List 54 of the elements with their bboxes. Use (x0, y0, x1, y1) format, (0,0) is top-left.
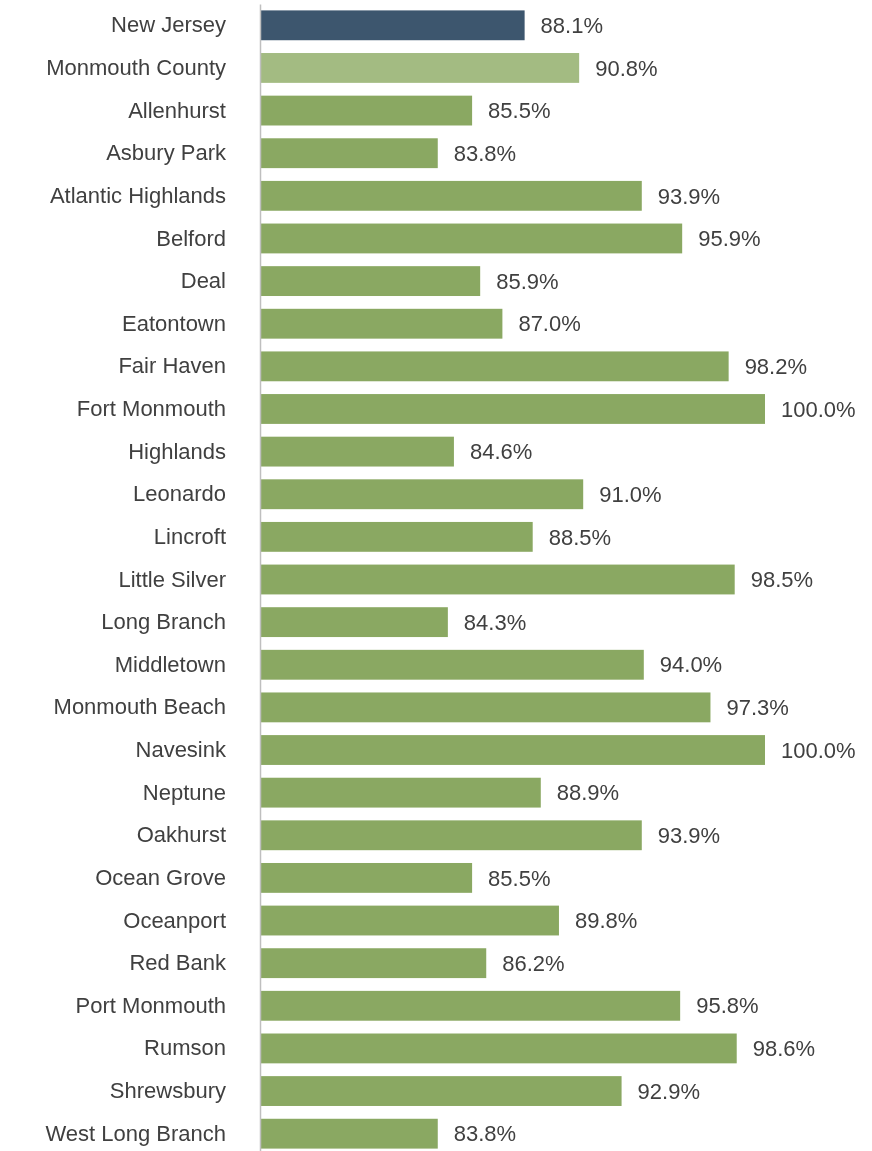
y-tick-label: Asbury Park (106, 140, 227, 166)
data-label: 89.8% (574, 908, 638, 934)
y-tick-label: Eatontown (122, 310, 226, 336)
data-label: 84.3% (463, 609, 527, 635)
data-label: 98.6% (752, 1036, 816, 1062)
y-tick-label: Middletown (114, 651, 226, 677)
y-tick-label: Oakhurst (136, 822, 226, 848)
data-label: 100.0% (781, 396, 856, 422)
y-tick-label: Neptune (142, 779, 226, 805)
y-tick-label: Atlantic Highlands (49, 182, 226, 208)
data-label: 95.8% (696, 993, 759, 1019)
y-tick-label: Highlands (128, 438, 226, 464)
y-tick-label: Leonardo (133, 481, 226, 507)
y-tick-label: Lincroft (153, 523, 226, 549)
data-label: 90.8% (595, 55, 658, 81)
data-label: 88.9% (556, 780, 620, 806)
y-tick-label: Fort Monmouth (76, 396, 226, 422)
y-tick-label: Shrewsbury (109, 1078, 226, 1104)
data-label: 83.8% (453, 1121, 517, 1147)
data-label: 95.9% (698, 226, 761, 252)
data-label: 92.9% (637, 1078, 700, 1104)
y-tick-label: Navesink (135, 737, 227, 763)
data-label: 83.8% (453, 140, 517, 166)
y-tick-label: Little Silver (118, 566, 226, 592)
y-tick-label: Monmouth Beach (53, 694, 226, 720)
y-tick-label: Red Bank (129, 950, 227, 976)
y-tick-label: Long Branch (101, 609, 226, 635)
data-label: 100.0% (781, 737, 856, 763)
y-tick-label: Fair Haven (118, 353, 226, 379)
y-tick-label: Allenhurst (128, 97, 226, 123)
y-tick-label: Port Monmouth (75, 992, 226, 1018)
data-label: 85.5% (488, 865, 551, 891)
y-tick-label: Oceanport (123, 907, 226, 933)
data-label: 91.0% (599, 481, 662, 507)
data-label: 93.9% (657, 183, 721, 209)
data-label: 85.9% (496, 268, 559, 294)
data-label: 97.3% (726, 695, 789, 721)
data-label: 88.1% (540, 13, 604, 39)
data-label: 84.6% (469, 439, 533, 465)
y-tick-label: Ocean Grove (95, 864, 226, 890)
data-label: 86.2% (502, 950, 565, 976)
data-label: 94.0% (659, 652, 723, 678)
y-tick-label: Rumson (144, 1035, 226, 1061)
data-label: 87.0% (518, 311, 581, 337)
y-tick-label: Deal (180, 268, 226, 294)
data-label: 88.5% (548, 524, 612, 550)
data-label: 85.5% (488, 98, 551, 124)
y-tick-label: New Jersey (111, 12, 226, 38)
data-label: 93.9% (657, 822, 721, 848)
data-label: 98.5% (750, 567, 814, 593)
y-tick-label: Belford (156, 225, 226, 251)
data-label: 98.2% (744, 354, 808, 380)
y-tick-label: West Long Branch (45, 1120, 226, 1146)
y-tick-label: Monmouth County (46, 54, 226, 80)
